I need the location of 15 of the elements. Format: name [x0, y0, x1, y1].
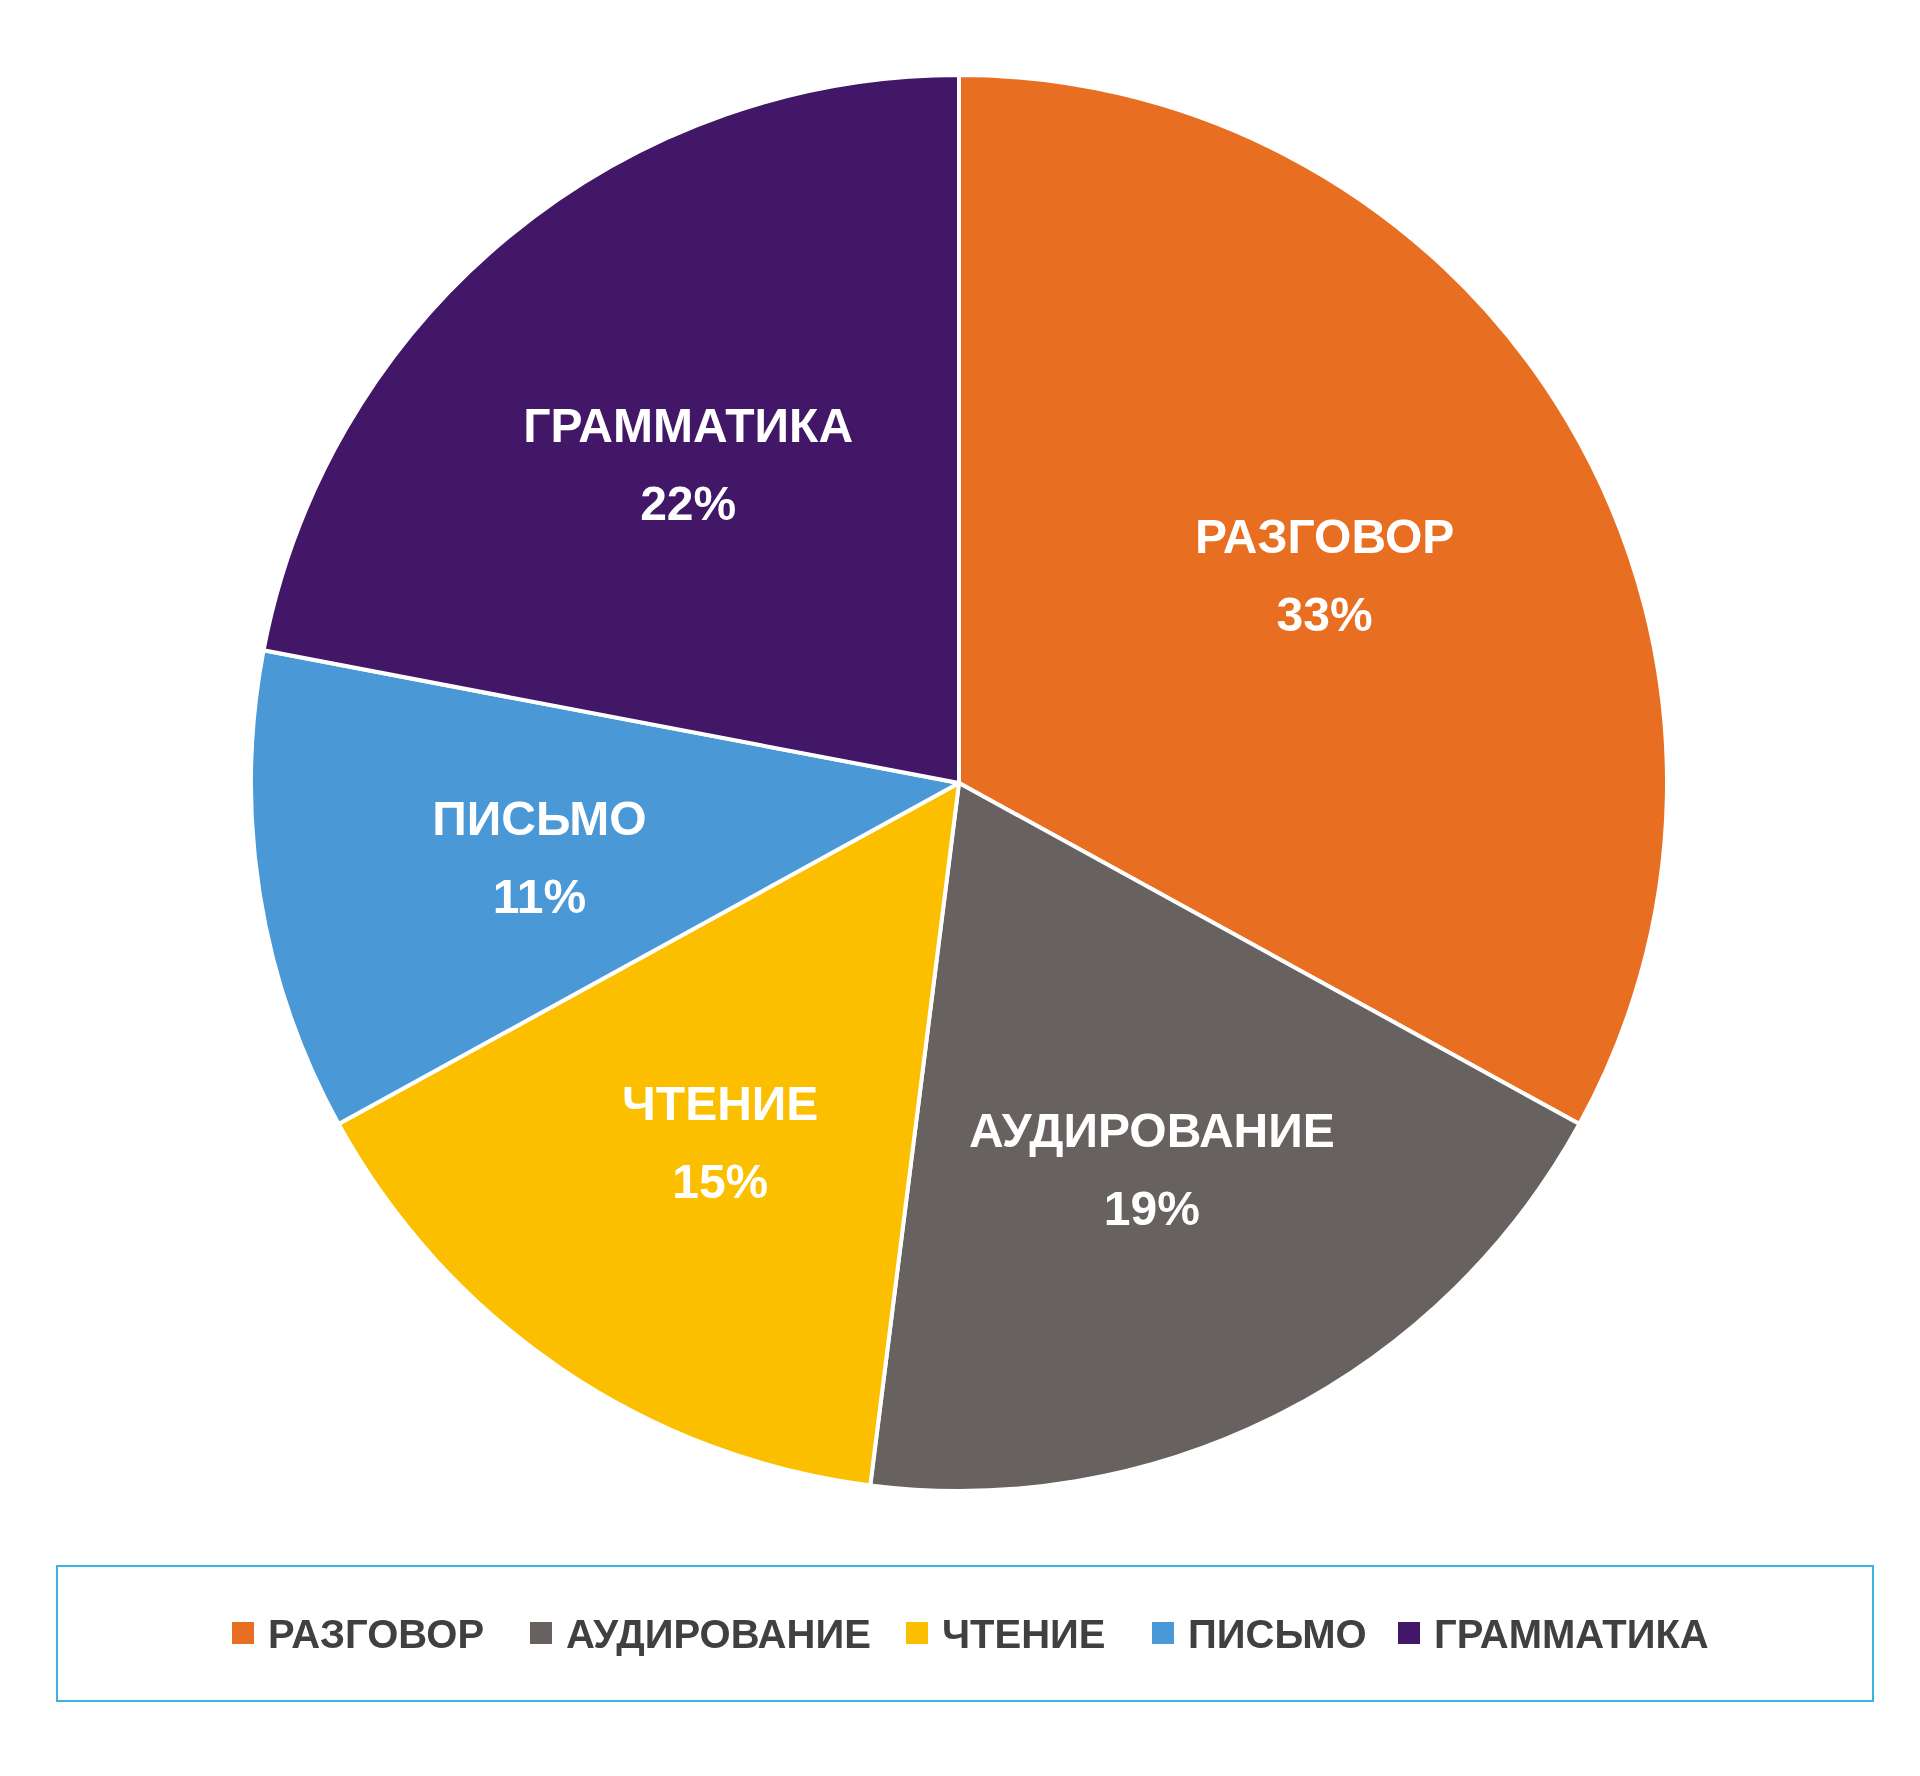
legend-label: РАЗГОВОР — [268, 1612, 485, 1656]
data-label: 22% — [640, 476, 737, 530]
legend-label: ГРАММАТИКА — [1434, 1612, 1709, 1656]
legend-label: ЧТЕНИЕ — [942, 1612, 1106, 1656]
slice-label: ГРАММАТИКА — [523, 398, 854, 452]
data-label: 15% — [672, 1155, 769, 1209]
data-label: 19% — [1103, 1182, 1200, 1236]
legend-label: ПИСЬМО — [1188, 1612, 1367, 1656]
data-label: 11% — [492, 870, 587, 924]
slice-label: ПИСЬМО — [432, 792, 647, 846]
data-label: 33% — [1276, 587, 1373, 641]
slice-label: РАЗГОВОР — [1195, 509, 1455, 563]
legend-label: АУДИРОВАНИЕ — [566, 1612, 871, 1656]
slice-label: АУДИРОВАНИЕ — [968, 1104, 1335, 1158]
slice-label: ЧТЕНИЕ — [622, 1077, 819, 1131]
